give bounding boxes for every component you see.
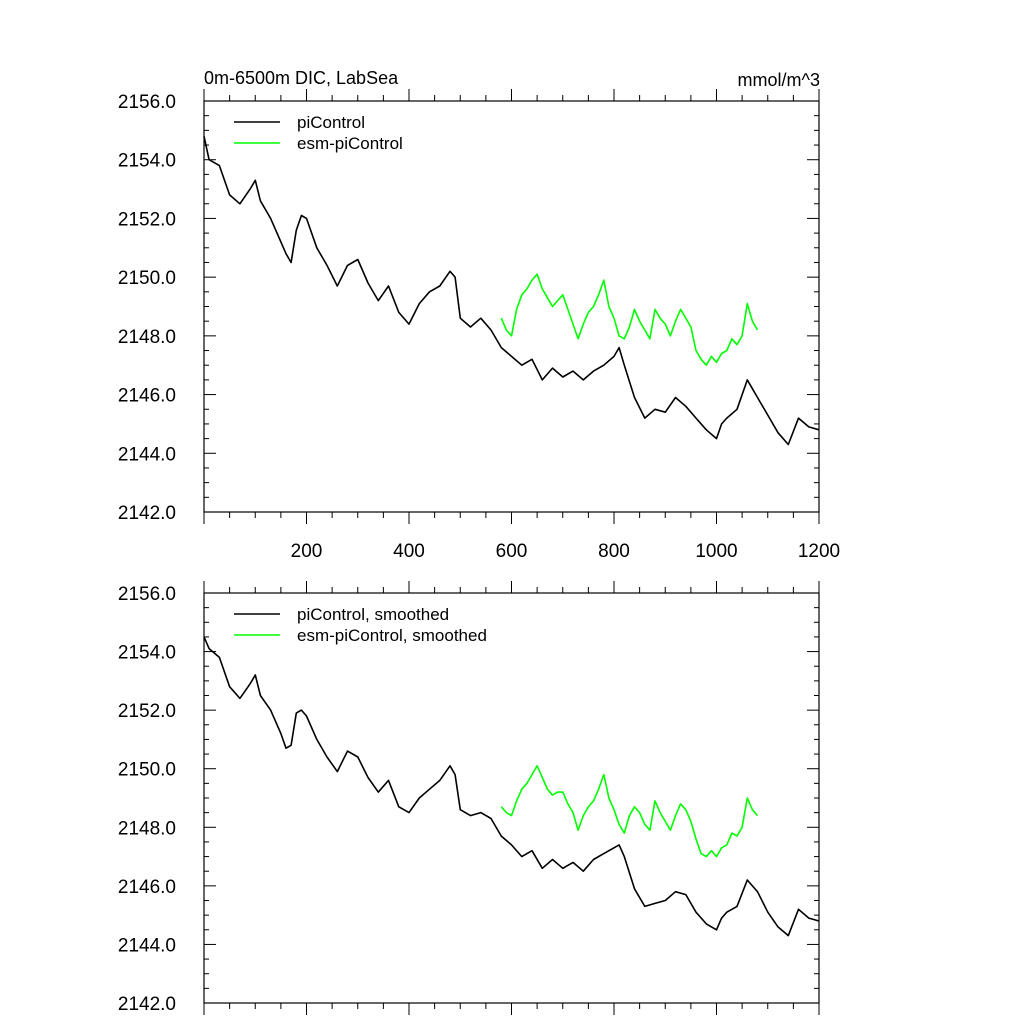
y-tick-label: 2142.0 <box>118 503 176 524</box>
y-tick-label: 2146.0 <box>118 386 176 407</box>
x-tick-label: 600 <box>496 541 528 562</box>
x-tick-label: 200 <box>291 541 323 562</box>
y-tick-label: 2150.0 <box>118 760 176 781</box>
bottom-panel-smoothed: 2142.0 2144.0 2146.0 2148.0 2150.0 2152.0 2154… <box>118 581 820 1015</box>
y-tick-label: 2144.0 <box>118 444 176 465</box>
y-tick-label: 2148.0 <box>118 327 176 348</box>
legend-label: piControl, smoothed <box>297 605 449 624</box>
y-tick-label: 2144.0 <box>118 935 176 956</box>
y-tick-label: 2154.0 <box>118 151 176 172</box>
y-tick-label: 2152.0 <box>118 701 176 722</box>
x-tick-label: 800 <box>598 541 630 562</box>
y-tick-label: 2156.0 <box>118 92 176 113</box>
legend-label: esm-piControl, smoothed <box>297 626 487 645</box>
y-tick-label: 2146.0 <box>118 877 176 898</box>
plot-frame <box>203 100 820 513</box>
x-tick-label: 400 <box>393 541 425 562</box>
y-tick-label: 2152.0 <box>118 209 176 230</box>
plot-frame <box>203 592 820 1004</box>
units-label: mmol/m^3 <box>738 70 820 90</box>
x-tick-label: 1200 <box>798 541 840 562</box>
x-tick-label: 1000 <box>695 541 737 562</box>
y-tick-label: 2150.0 <box>118 268 176 289</box>
series-line-esm-picontrol <box>500 273 759 367</box>
y-tick-label: 2154.0 <box>118 643 176 664</box>
top-panel-raw: 2142.0 2144.0 2146.0 2148.0 2150.0 2152.0 2154… <box>118 89 840 562</box>
y-tick-label: 2142.0 <box>118 994 176 1015</box>
y-tick-label: 2148.0 <box>118 818 176 839</box>
legend-label: piControl <box>297 113 365 132</box>
chart-title: 0m-6500m DIC, LabSea <box>204 68 399 88</box>
y-tick-label: 2156.0 <box>118 584 176 605</box>
legend-label: esm-piControl <box>297 134 403 153</box>
series-line-picontrol-smoothed <box>203 636 820 937</box>
series-line-esm-picontrol-smoothed <box>500 764 759 858</box>
series-line-picontrol <box>203 136 820 446</box>
